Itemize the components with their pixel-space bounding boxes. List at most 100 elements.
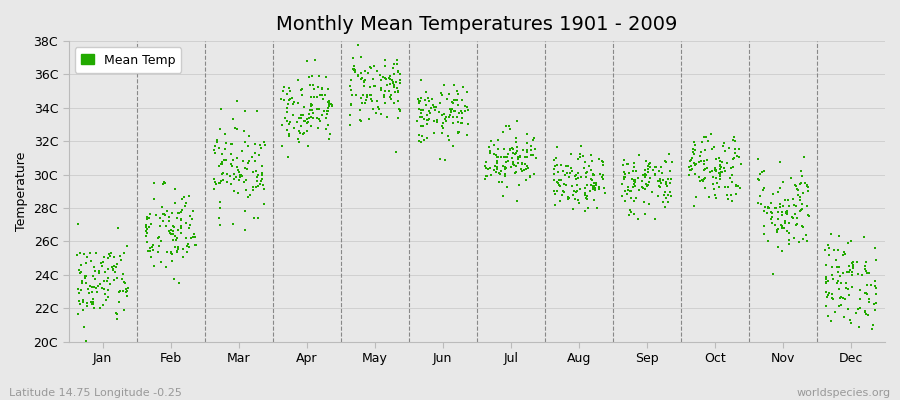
Point <box>100 278 114 284</box>
Point <box>322 99 337 106</box>
Point <box>838 251 852 258</box>
Point <box>636 172 651 178</box>
Point <box>209 181 223 188</box>
Point <box>648 215 662 222</box>
Point <box>140 239 154 246</box>
Point <box>714 169 728 176</box>
Point <box>644 164 658 170</box>
Point <box>74 287 88 293</box>
Point <box>637 186 652 192</box>
Point <box>822 252 836 258</box>
Point <box>183 212 197 219</box>
Point <box>867 301 881 307</box>
Point <box>579 194 593 201</box>
Point <box>219 139 233 146</box>
Point <box>241 133 256 139</box>
Point <box>753 171 768 177</box>
Point <box>479 159 493 165</box>
Point <box>561 196 575 202</box>
Point <box>454 108 469 114</box>
Point <box>778 209 793 216</box>
Point <box>572 186 587 192</box>
Point <box>172 210 186 216</box>
Point <box>280 118 294 124</box>
Point <box>825 275 840 282</box>
Point <box>303 81 318 88</box>
Point <box>385 65 400 71</box>
Point <box>77 274 92 281</box>
Point <box>450 88 464 94</box>
Point <box>164 227 178 234</box>
Point <box>628 178 643 185</box>
Point <box>637 172 652 178</box>
Point <box>718 168 733 174</box>
Point <box>223 161 238 168</box>
Point <box>853 305 868 311</box>
Point <box>105 263 120 270</box>
Point <box>374 111 389 118</box>
Point <box>488 163 502 169</box>
Point <box>344 101 358 107</box>
Point <box>245 154 259 160</box>
Point <box>213 161 228 168</box>
Point <box>652 178 666 184</box>
Point <box>580 192 594 199</box>
Point <box>484 138 499 144</box>
Point <box>301 119 315 125</box>
Point <box>249 108 264 114</box>
Point <box>354 76 368 82</box>
Point <box>859 268 873 274</box>
Point <box>508 170 522 176</box>
Point <box>73 250 87 256</box>
Point <box>784 175 798 182</box>
Point <box>512 182 526 188</box>
Point <box>71 221 86 227</box>
Point <box>546 177 561 184</box>
Point <box>356 92 370 98</box>
Point <box>550 162 564 168</box>
Point <box>724 192 738 198</box>
Point <box>85 284 99 290</box>
Point <box>320 111 334 117</box>
Point <box>578 208 592 214</box>
Point <box>524 143 538 150</box>
Point <box>320 108 335 114</box>
Point <box>714 164 728 170</box>
Point <box>571 156 585 162</box>
Point <box>581 205 596 211</box>
Point <box>786 195 800 202</box>
Point <box>213 106 228 113</box>
Point <box>831 269 845 276</box>
Point <box>512 153 526 160</box>
Point <box>639 180 653 187</box>
Point <box>212 222 227 228</box>
Point <box>773 204 788 210</box>
Point <box>494 154 508 160</box>
Point <box>451 102 465 108</box>
Point <box>212 180 227 186</box>
Point <box>794 180 808 186</box>
Point <box>845 263 859 270</box>
Point <box>232 172 247 178</box>
Point <box>506 158 520 165</box>
Point <box>304 114 319 121</box>
Point <box>800 203 814 209</box>
Point <box>434 89 448 96</box>
Point <box>527 146 542 153</box>
Point <box>413 114 428 120</box>
Point <box>235 173 249 179</box>
Point <box>496 193 510 199</box>
Point <box>786 215 800 222</box>
Point <box>364 96 379 102</box>
Point <box>282 130 296 137</box>
Point <box>489 152 503 158</box>
Point <box>433 100 447 106</box>
Point <box>325 102 339 109</box>
Point <box>344 102 358 108</box>
Point <box>584 158 598 164</box>
Point <box>509 163 524 170</box>
Point <box>818 279 832 286</box>
Point <box>689 194 704 200</box>
Point <box>757 208 771 214</box>
Point <box>801 188 815 194</box>
